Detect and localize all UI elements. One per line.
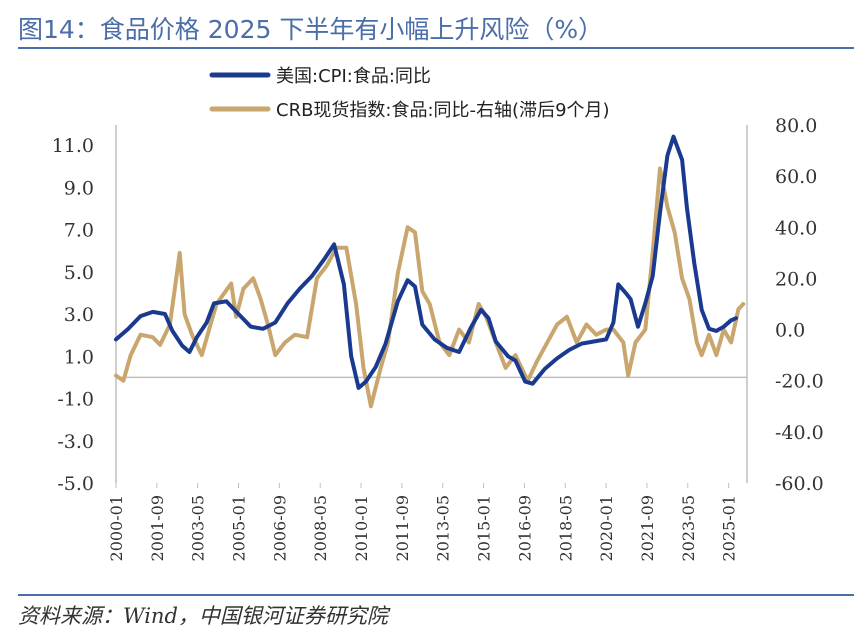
left-tick-label: 5.0 [64, 262, 94, 284]
right-tick-label: 40.0 [775, 217, 817, 239]
x-tick-label: 2013-05 [434, 495, 453, 561]
left-tick-label: 3.0 [64, 304, 94, 326]
legend: 美国:CPI:食品:同比 CRB现货指数:食品:同比-右轴(滞后9个月) [209, 66, 610, 121]
source-divider [18, 594, 854, 596]
x-tick-label: 2003-05 [189, 495, 208, 561]
right-tick-label: -20.0 [775, 371, 824, 393]
x-tick-label: 2021-09 [638, 495, 657, 561]
x-tick-label: 2016-09 [515, 495, 534, 561]
right-tick-label: 60.0 [775, 166, 817, 188]
left-tick-label: 1.0 [64, 346, 94, 368]
left-tick-label: 9.0 [64, 177, 94, 199]
x-tick-label: 2000-01 [107, 495, 126, 561]
x-tick-label: 2025-01 [720, 495, 739, 561]
left-tick-label: -3.0 [57, 431, 94, 453]
x-tick-label: 2008-05 [311, 495, 330, 561]
left-tick-label: -5.0 [57, 473, 94, 495]
axes-layer: 11.0 9.0 7.0 5.0 3.0 1.0 -1.0 -3.0 -5.0 80.0 60.0 4… [52, 115, 824, 561]
x-tick-label: 2018-05 [556, 495, 575, 561]
legend-label: 美国:CPI:食品:同比 [276, 66, 431, 87]
series-layer [114, 134, 746, 409]
right-tick-label: -40.0 [775, 422, 824, 444]
series-line-cpi [114, 134, 738, 390]
left-tick-label: 11.0 [52, 135, 94, 157]
x-tick-label: 2011-09 [393, 495, 412, 561]
legend-label: CRB现货指数:食品:同比-右轴(滞后9个月) [276, 100, 610, 121]
x-tick-label: 2015-01 [475, 495, 494, 561]
right-tick-label: -60.0 [775, 473, 824, 495]
x-tick-label: 2020-01 [597, 495, 616, 561]
x-tick-label: 2001-09 [148, 495, 167, 561]
title-divider [18, 47, 854, 49]
x-tick-label: 2005-01 [230, 495, 249, 561]
right-tick-label: 80.0 [775, 115, 817, 137]
chart-title: 图14：食品价格 2025 下半年有小幅上升风险（%） [18, 15, 604, 44]
source-note: 资料来源：Wind，中国银河证券研究院 [18, 604, 388, 628]
x-tick-label: 2023-05 [679, 495, 698, 561]
x-tick-label: 2010-01 [352, 495, 371, 561]
left-tick-label: -1.0 [57, 389, 94, 411]
left-tick-label: 7.0 [64, 220, 94, 242]
right-tick-label: 0.0 [775, 320, 805, 342]
line-chart: 11.0 9.0 7.0 5.0 3.0 1.0 -1.0 -3.0 -5.0 80.0 60.0 4… [52, 66, 824, 561]
right-tick-label: 20.0 [775, 268, 817, 290]
x-tick-label: 2006-09 [270, 495, 289, 561]
